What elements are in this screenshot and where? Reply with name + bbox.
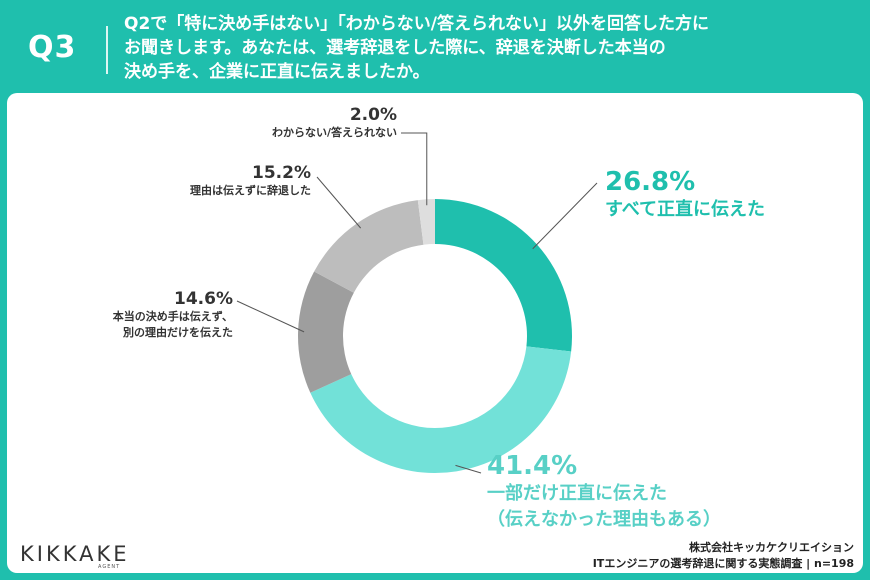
label-partly-honest: 41.4% 一部だけ正直に伝えた （伝えなかった理由もある） <box>487 451 721 533</box>
source-line: ITエンジニアの選考辞退に関する実態調査 | n=198 <box>592 557 854 570</box>
leader-line-0 <box>532 182 598 250</box>
slice-label: 本当の決め手は伝えず、 <box>112 310 233 323</box>
source-line: 株式会社キッカケクリエイション <box>689 541 854 554</box>
value-label: 15.2% <box>252 163 311 183</box>
donut-slice-3 <box>314 200 424 293</box>
source-note: 株式会社キッカケクリエイション ITエンジニアの選考辞退に関する実態調査 | n… <box>593 540 854 572</box>
header-divider <box>106 26 108 74</box>
chart-card: 26.8% すべて正直に伝えた 41.4% 一部だけ正直に伝えた （伝えなかった… <box>7 93 863 573</box>
value-label: 26.8% <box>605 167 696 197</box>
leader-line-4 <box>401 132 428 206</box>
leader-line-3 <box>316 176 362 229</box>
value-label: 41.4% <box>487 451 578 481</box>
question-line: Q2で「特に決め手はない」「わからない/答えられない」以外を回答した方に <box>124 14 709 34</box>
leader-line-2 <box>236 300 305 333</box>
leader-line-1 <box>455 464 482 474</box>
value-label: 2.0% <box>349 105 397 125</box>
donut-slice-2 <box>298 271 354 393</box>
slice-label: 別の理由だけを伝えた <box>123 326 233 339</box>
slice-label: 理由は伝えずに辞退した <box>190 184 311 197</box>
donut-chart <box>236 132 598 474</box>
slice-label: すべて正直に伝えた <box>605 199 766 220</box>
donut-slice-4 <box>417 199 435 245</box>
company-logo-sub: AGENT <box>98 564 121 570</box>
label-no-reason: 15.2% 理由は伝えずに辞退した <box>190 163 311 199</box>
question-line: 決め手を、企業に正直に伝えましたか。 <box>124 62 430 82</box>
slice-label: （伝えなかった理由もある） <box>487 509 721 530</box>
label-all-honest: 26.8% すべて正直に伝えた <box>605 167 765 223</box>
label-dont-know: 2.0% わからない/答えられない <box>272 105 397 141</box>
question-text: Q2で「特に決め手はない」「わからない/答えられない」以外を回答した方に お聞き… <box>124 12 854 84</box>
slice-label: 一部だけ正直に伝えた <box>487 483 667 504</box>
label-other-reason: 14.6% 本当の決め手は伝えず、 別の理由だけを伝えた <box>113 289 233 341</box>
slice-label: わからない/答えられない <box>271 126 397 139</box>
question-line: お聞きします。あなたは、選考辞退をした際に、辞退を決断した本当の <box>124 38 666 58</box>
value-label: 14.6% <box>174 289 233 309</box>
company-logo: KIKKAKE <box>20 542 130 566</box>
question-number: Q3 <box>28 30 77 65</box>
donut-slice-1 <box>310 346 572 474</box>
donut-slice-0 <box>435 199 572 352</box>
